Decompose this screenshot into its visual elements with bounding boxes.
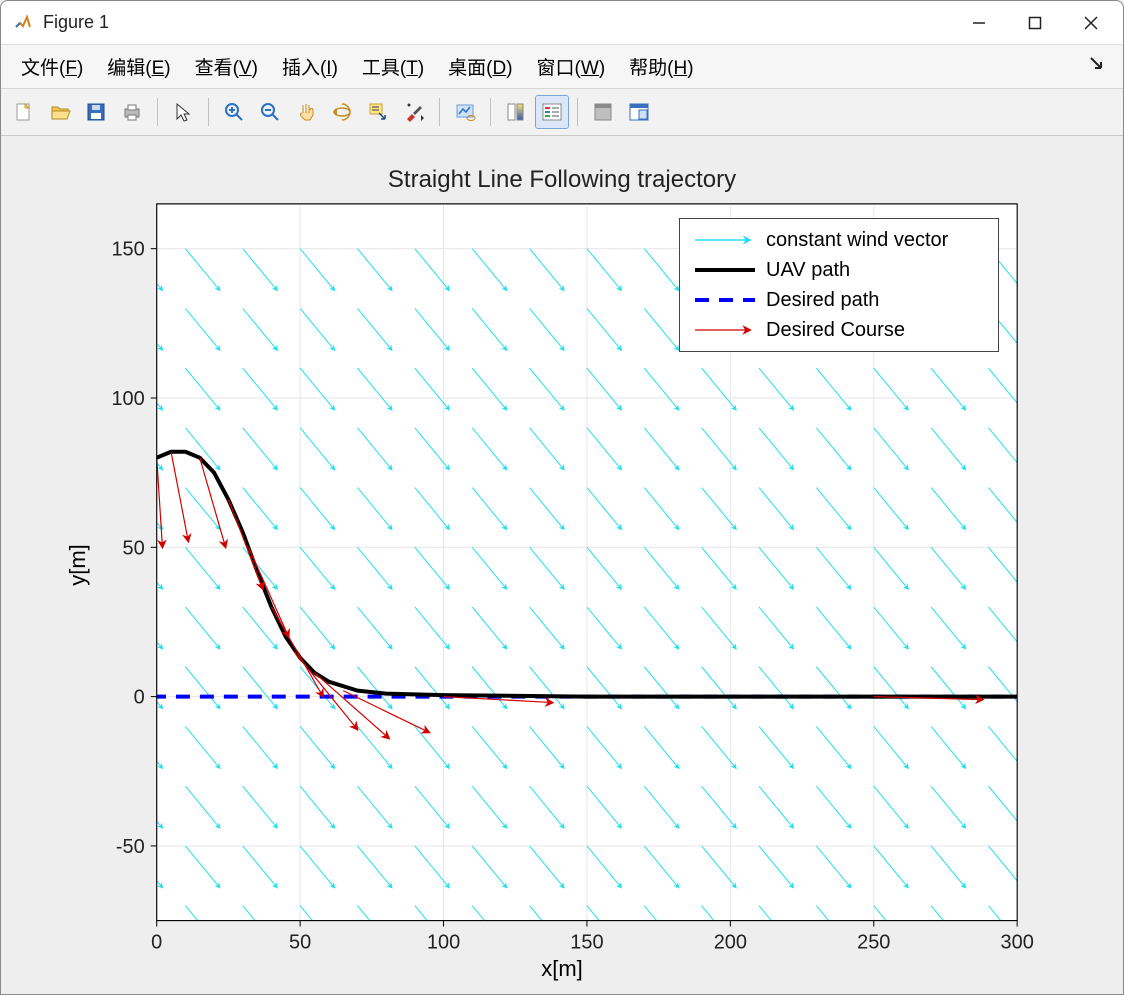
legend[interactable]: constant wind vector UAV path Desired path…	[679, 218, 999, 352]
pointer-icon[interactable]	[166, 95, 200, 129]
legend-label: constant wind vector	[766, 229, 948, 252]
titlebar: Figure 1	[1, 1, 1123, 45]
svg-text:100: 100	[427, 932, 460, 954]
dock-undock-arrow-icon[interactable]	[1079, 56, 1115, 78]
menu-f[interactable]: 文件(F)	[9, 49, 95, 84]
legend-icon[interactable]	[535, 95, 569, 129]
colorbar-icon[interactable]	[499, 95, 533, 129]
svg-text:300: 300	[1001, 932, 1034, 954]
menu-t[interactable]: 工具(T)	[350, 49, 436, 84]
brush-icon[interactable]	[397, 95, 431, 129]
legend-entry[interactable]: UAV path	[690, 255, 988, 285]
svg-text:100: 100	[111, 388, 144, 410]
menu-v[interactable]: 查看(V)	[183, 49, 270, 84]
window-controls	[951, 3, 1119, 43]
hide-icon[interactable]	[586, 95, 620, 129]
svg-text:0: 0	[134, 687, 145, 709]
svg-text:50: 50	[123, 537, 145, 559]
menu-h[interactable]: 帮助(H)	[617, 49, 705, 84]
pan-icon[interactable]	[289, 95, 323, 129]
maximize-button[interactable]	[1007, 3, 1063, 43]
legend-label: Desired path	[766, 289, 879, 312]
close-button[interactable]	[1063, 3, 1119, 43]
menu-w[interactable]: 窗口(W)	[525, 49, 618, 84]
zoom-in-icon[interactable]	[217, 95, 251, 129]
legend-entry[interactable]: Desired Course	[690, 315, 988, 345]
plot-area: Straight Line Following trajectory y[m] …	[1, 136, 1123, 994]
matlab-icon	[13, 13, 33, 33]
svg-text:50: 50	[289, 932, 311, 954]
menubar: 文件(F)编辑(E)查看(V)插入(I)工具(T)桌面(D)窗口(W)帮助(H)	[1, 45, 1123, 89]
zoom-out-icon[interactable]	[253, 95, 287, 129]
legend-label: Desired Course	[766, 319, 905, 342]
open-file-icon[interactable]	[43, 95, 77, 129]
figure-window: Figure 1 文件(F)编辑(E)查看(V)插入(I)工具(T)桌面(D)窗…	[0, 0, 1124, 995]
menu-d[interactable]: 桌面(D)	[436, 49, 524, 84]
svg-text:150: 150	[570, 932, 603, 954]
toolbar	[1, 89, 1123, 136]
svg-text:150: 150	[111, 239, 144, 261]
rotate3d-icon[interactable]	[325, 95, 359, 129]
link-plot-icon[interactable]	[448, 95, 482, 129]
svg-text:0: 0	[151, 932, 162, 954]
new-file-icon[interactable]	[7, 95, 41, 129]
menu-e[interactable]: 编辑(E)	[95, 49, 182, 84]
legend-entry[interactable]: Desired path	[690, 285, 988, 315]
minimize-button[interactable]	[951, 3, 1007, 43]
legend-entry[interactable]: constant wind vector	[690, 225, 988, 255]
svg-text:250: 250	[857, 932, 890, 954]
print-icon[interactable]	[115, 95, 149, 129]
dock-icon[interactable]	[622, 95, 656, 129]
menu-i[interactable]: 插入(I)	[270, 49, 350, 84]
svg-text:-50: -50	[116, 836, 145, 858]
save-file-icon[interactable]	[79, 95, 113, 129]
window-title: Figure 1	[43, 12, 951, 33]
legend-label: UAV path	[766, 259, 850, 282]
svg-text:200: 200	[714, 932, 747, 954]
datacursor-icon[interactable]	[361, 95, 395, 129]
